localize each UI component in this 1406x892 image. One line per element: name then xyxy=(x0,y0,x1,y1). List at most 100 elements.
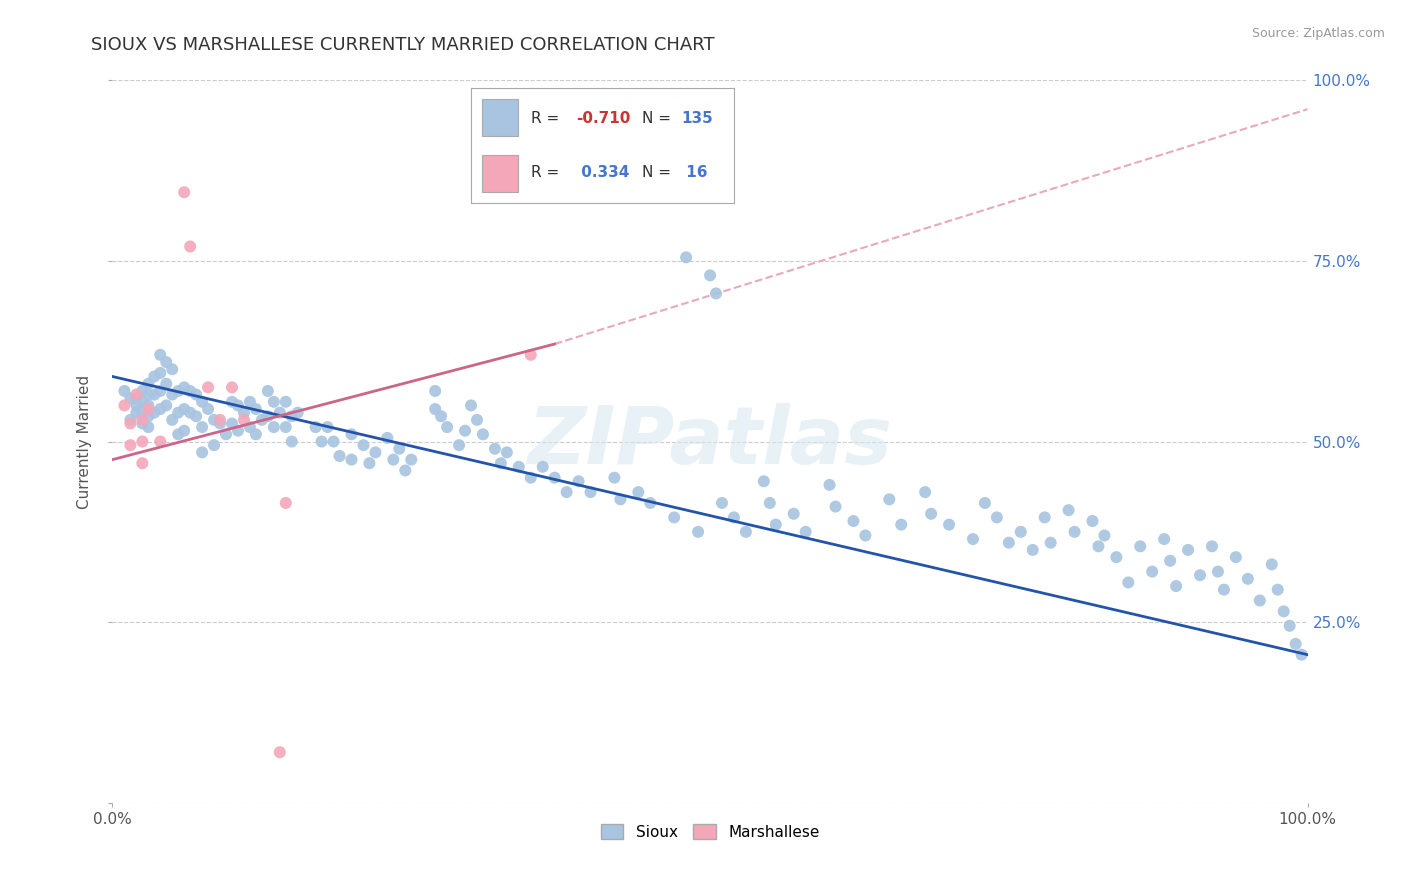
Point xyxy=(1010,524,1032,539)
Point xyxy=(377,431,399,445)
Point xyxy=(263,420,285,434)
Point xyxy=(125,406,148,420)
Point xyxy=(114,398,135,412)
Point xyxy=(723,510,745,524)
Point xyxy=(245,427,267,442)
Point xyxy=(167,406,190,420)
Point xyxy=(274,420,297,434)
Point xyxy=(239,420,262,434)
Point xyxy=(179,239,201,253)
Point xyxy=(890,517,912,532)
Point xyxy=(454,424,477,438)
Point xyxy=(149,434,172,449)
Point xyxy=(131,384,153,398)
Point xyxy=(986,510,1008,524)
Point xyxy=(197,380,219,394)
Point xyxy=(269,745,291,759)
Point xyxy=(149,348,172,362)
Point xyxy=(138,420,160,434)
Point xyxy=(155,398,177,412)
Point xyxy=(257,409,280,424)
Point xyxy=(120,417,142,431)
Point xyxy=(1291,648,1313,662)
Point xyxy=(274,394,297,409)
Point xyxy=(879,492,901,507)
Point xyxy=(998,535,1021,549)
Point xyxy=(352,438,374,452)
Point xyxy=(179,406,201,420)
Point xyxy=(489,456,512,470)
Point xyxy=(1057,503,1080,517)
Point xyxy=(131,434,153,449)
Point xyxy=(257,384,280,398)
Point xyxy=(138,409,160,424)
Point xyxy=(209,417,232,431)
Point xyxy=(120,413,142,427)
Point xyxy=(131,456,153,470)
Point xyxy=(186,409,208,424)
Point xyxy=(752,475,775,489)
Text: ZIPatlas: ZIPatlas xyxy=(527,402,893,481)
Point xyxy=(274,496,297,510)
Point xyxy=(430,409,453,424)
Point xyxy=(269,406,291,420)
Point xyxy=(1237,572,1260,586)
Point xyxy=(281,434,304,449)
Point xyxy=(1267,582,1289,597)
Point xyxy=(1159,554,1181,568)
Point xyxy=(340,427,363,442)
Point xyxy=(824,500,846,514)
Point xyxy=(472,427,495,442)
Point xyxy=(914,485,936,500)
Point xyxy=(704,286,727,301)
Point xyxy=(520,470,543,484)
Point xyxy=(263,394,285,409)
Point xyxy=(233,406,256,420)
Point xyxy=(1081,514,1104,528)
Point xyxy=(1105,550,1128,565)
Point xyxy=(125,391,148,405)
Point xyxy=(221,394,243,409)
Point xyxy=(436,420,458,434)
Point xyxy=(425,384,447,398)
Point xyxy=(640,496,662,510)
Point xyxy=(794,524,817,539)
Y-axis label: Currently Married: Currently Married xyxy=(77,375,93,508)
Point xyxy=(555,485,578,500)
Point xyxy=(125,398,148,412)
Point xyxy=(167,384,190,398)
Point xyxy=(1285,637,1308,651)
Point xyxy=(149,402,172,417)
Point xyxy=(1129,539,1152,553)
Point xyxy=(382,452,405,467)
Point xyxy=(311,434,333,449)
Point xyxy=(855,528,877,542)
Point xyxy=(149,366,172,380)
Point xyxy=(329,449,352,463)
Point xyxy=(179,384,201,398)
Point xyxy=(138,398,160,412)
Point xyxy=(1261,558,1284,572)
Point xyxy=(1033,510,1056,524)
Point xyxy=(186,387,208,401)
Point xyxy=(484,442,506,456)
Point xyxy=(496,445,519,459)
Point xyxy=(221,380,243,394)
Point xyxy=(245,402,267,417)
Point xyxy=(239,394,262,409)
Point xyxy=(138,387,160,401)
Point xyxy=(627,485,650,500)
Point xyxy=(114,384,135,398)
Point xyxy=(305,420,328,434)
Point xyxy=(603,470,626,484)
Point xyxy=(520,348,543,362)
Point xyxy=(394,463,416,477)
Point xyxy=(173,402,195,417)
Point xyxy=(699,268,721,283)
Point xyxy=(1177,542,1199,557)
Point xyxy=(782,507,804,521)
Point xyxy=(1094,528,1116,542)
Point xyxy=(173,380,195,394)
Point xyxy=(1142,565,1164,579)
Point xyxy=(340,452,363,467)
